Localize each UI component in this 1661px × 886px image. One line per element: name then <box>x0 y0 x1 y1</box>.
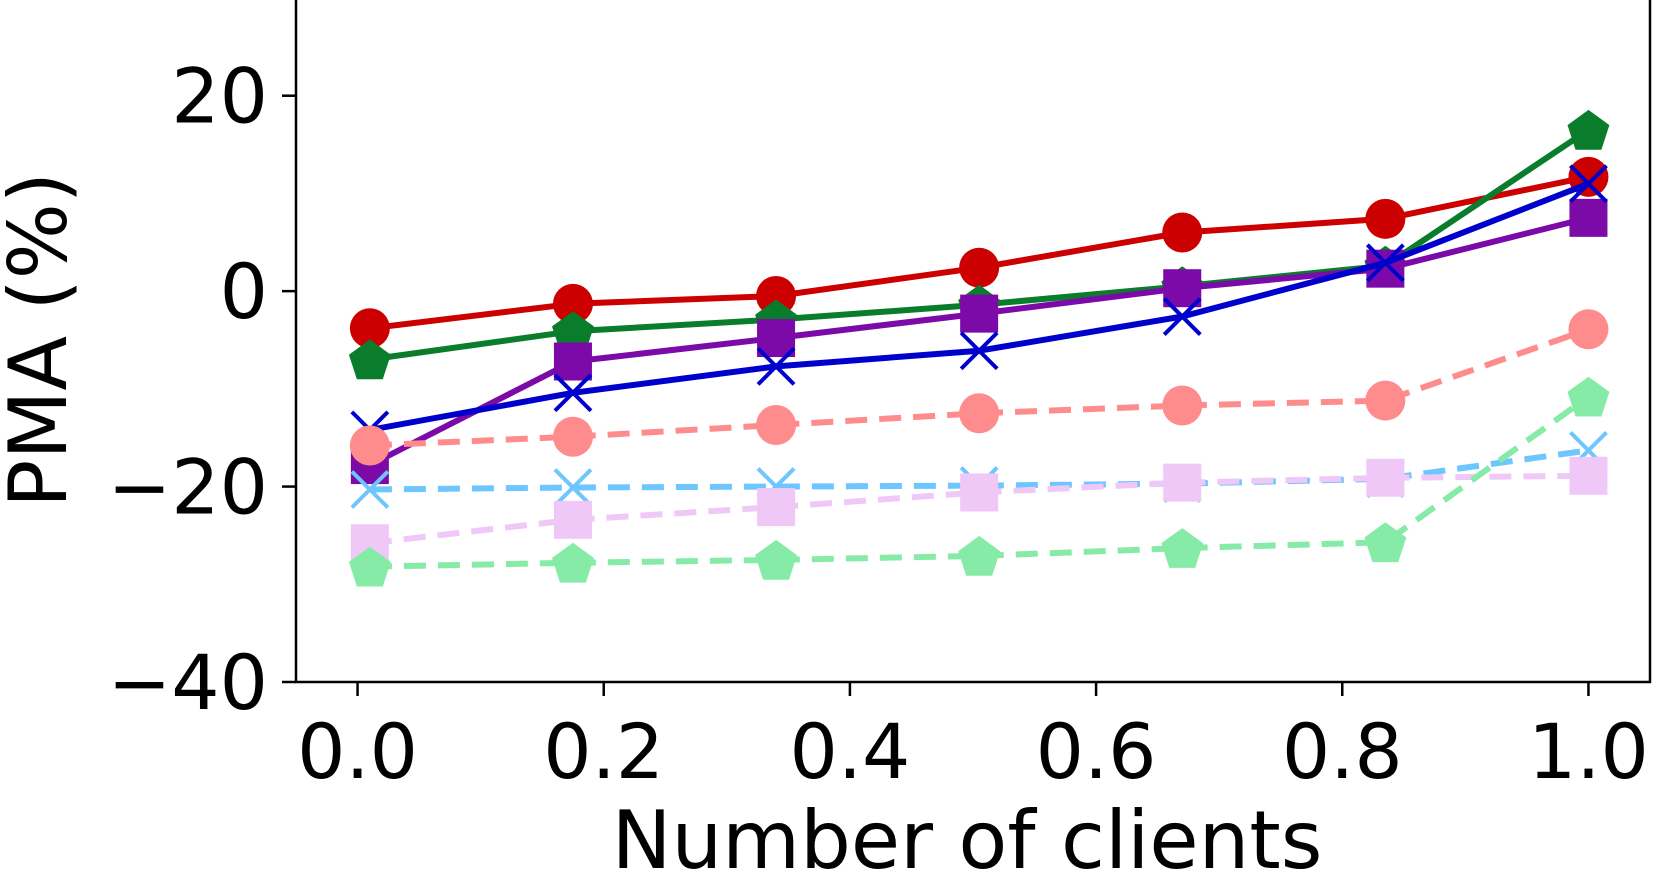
data-point <box>553 500 592 539</box>
y-tick-label: −20 <box>108 443 268 532</box>
x-tick-label: 0.6 <box>1036 707 1157 796</box>
data-point <box>348 339 391 380</box>
salmon-dashed-circle-series <box>349 309 1609 466</box>
data-point <box>1162 385 1203 426</box>
data-point <box>552 416 593 457</box>
data-point <box>1163 463 1202 502</box>
x-axis-label: Number of clients <box>612 794 1323 886</box>
data-point <box>959 247 1000 288</box>
data-point <box>1568 309 1609 350</box>
data-point <box>348 546 391 587</box>
data-point <box>1569 456 1608 495</box>
data-point <box>1161 528 1204 568</box>
lightgreen-dashed-pentagon-series <box>348 376 1610 587</box>
data-point <box>960 294 999 333</box>
blue-solid-x-series <box>350 164 1608 450</box>
data-point <box>1162 297 1202 336</box>
data-point <box>1569 164 1608 204</box>
data-point <box>1365 198 1406 239</box>
data-point <box>553 468 593 507</box>
red-solid-circle-series <box>349 156 1609 349</box>
y-tick-label: 0 <box>220 247 268 336</box>
data-point <box>756 405 797 446</box>
data-point <box>1567 109 1610 150</box>
data-point <box>1365 243 1405 283</box>
data-point <box>349 425 390 466</box>
data-point <box>958 535 1001 576</box>
y-tick-label: −40 <box>108 638 268 727</box>
data-point <box>1365 380 1406 421</box>
x-tick-label: 0.0 <box>297 707 418 796</box>
y-axis-label: PMA (%) <box>0 172 85 508</box>
data-point <box>553 342 592 381</box>
data-point <box>350 470 390 509</box>
data-point <box>553 373 593 413</box>
series-layer <box>348 109 1610 587</box>
x-tick-label: 1.0 <box>1528 707 1649 796</box>
y-tick-label: 20 <box>171 52 268 141</box>
data-point <box>552 311 594 351</box>
data-point <box>349 308 390 349</box>
data-point <box>756 346 796 386</box>
data-point <box>757 488 796 527</box>
data-point <box>1163 269 1202 308</box>
data-point <box>1569 198 1608 237</box>
data-point <box>959 331 999 371</box>
data-point <box>552 283 593 324</box>
data-point <box>755 539 797 580</box>
x-tick-label: 0.2 <box>543 707 664 796</box>
data-point <box>1162 212 1203 253</box>
x-tick-label: 0.4 <box>789 707 910 796</box>
data-point <box>960 473 999 512</box>
x-axis: 0.0 0.2 0.4 0.6 0.8 1.0 <box>297 682 1649 796</box>
data-point <box>552 542 594 583</box>
data-point <box>959 393 1000 434</box>
y-axis: −40 −20 0 20 <box>108 52 296 727</box>
data-point <box>1567 376 1610 417</box>
plot-frame <box>294 0 1652 684</box>
data-point <box>756 276 797 317</box>
pink-dashed-square-series <box>350 456 1608 563</box>
data-point <box>1366 458 1405 497</box>
data-point <box>1364 522 1407 563</box>
x-tick-label: 0.8 <box>1282 707 1403 796</box>
data-point <box>757 319 796 358</box>
